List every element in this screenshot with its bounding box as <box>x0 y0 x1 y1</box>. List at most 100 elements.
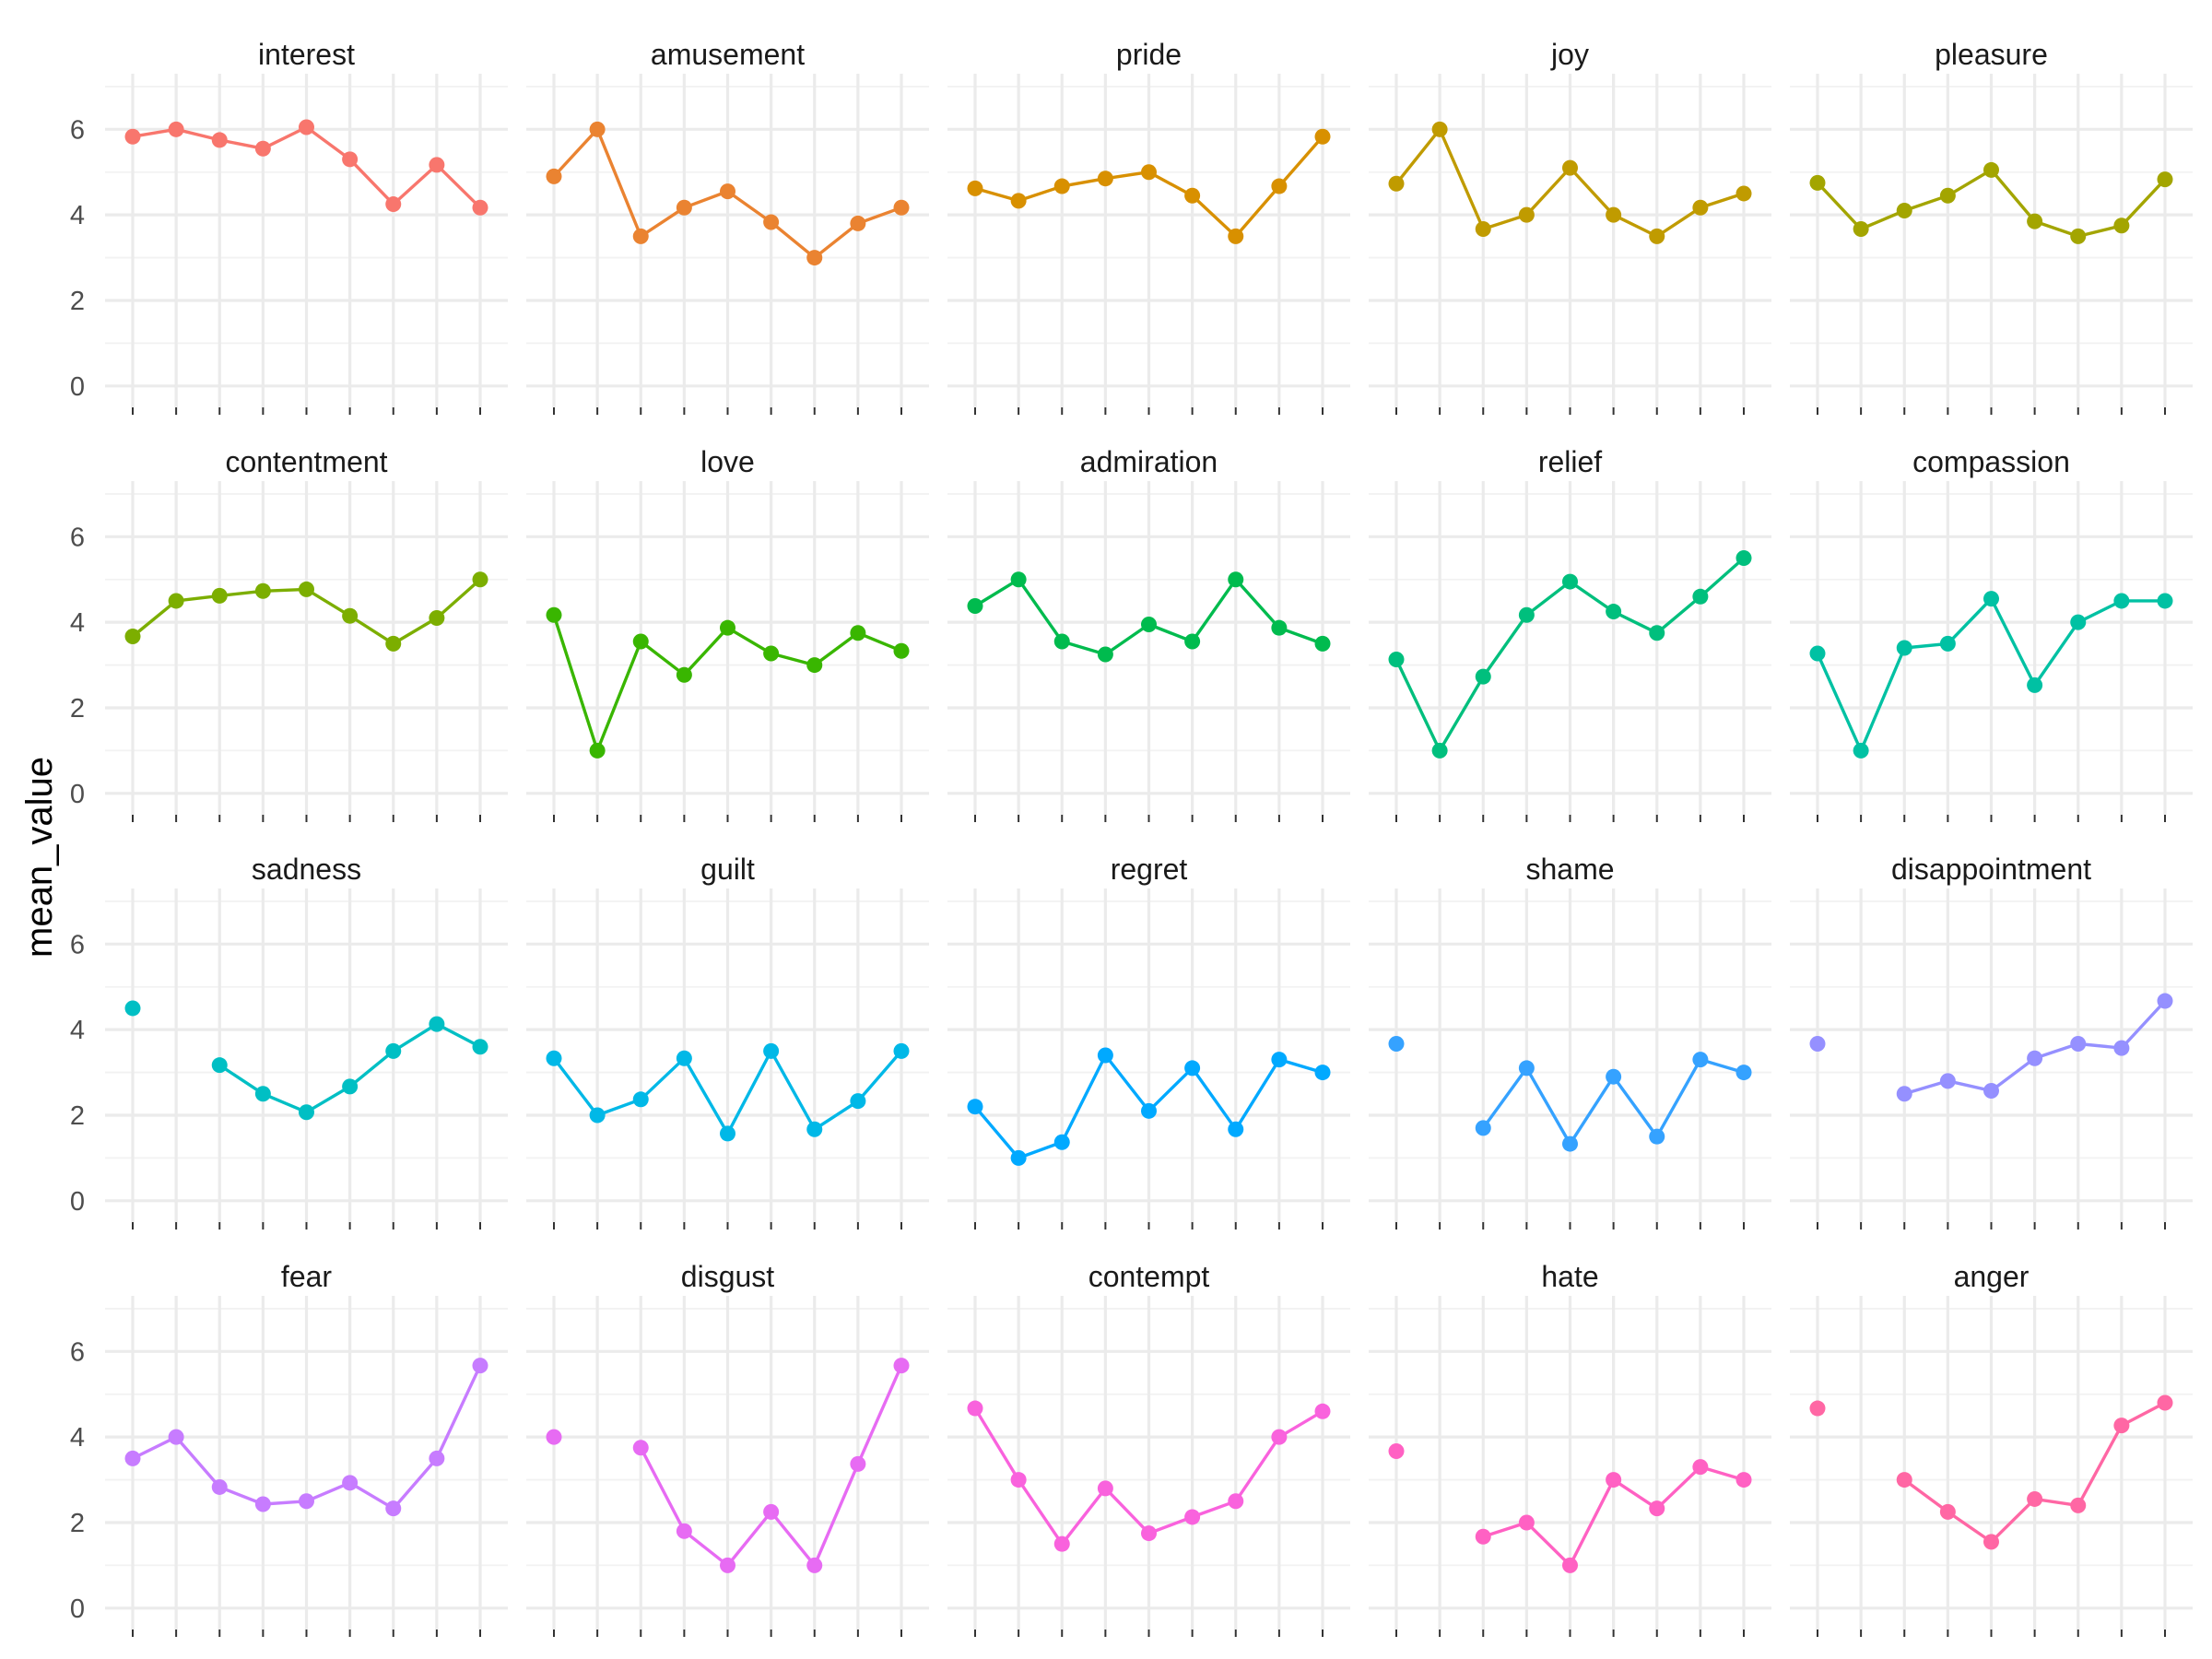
grid <box>1790 1296 2193 1637</box>
data-point <box>676 1050 692 1066</box>
data-point <box>1809 1035 1826 1052</box>
facet-title: compassion <box>1912 445 2070 478</box>
data-point <box>211 1057 228 1074</box>
data-point <box>1649 1128 1665 1145</box>
facet-panel-interest: interest 0 2 4 6 <box>70 38 508 415</box>
data-point <box>1271 1429 1288 1445</box>
facet-title: disgust <box>681 1260 775 1293</box>
facet-title: shame <box>1525 853 1614 886</box>
y-axis-label: mean_value <box>19 757 60 958</box>
data-point <box>676 666 692 683</box>
data-point <box>1314 1403 1331 1419</box>
facet-title: contentment <box>225 445 387 478</box>
data-point <box>1983 1534 1999 1550</box>
data-point <box>211 132 228 148</box>
grid <box>1790 481 2193 822</box>
data-point <box>299 1493 314 1510</box>
data-point <box>254 1496 271 1512</box>
data-point <box>893 199 910 216</box>
facet-panel-joy: joy <box>1369 38 1771 415</box>
data-point <box>763 214 780 230</box>
grid <box>947 888 1350 1230</box>
grid <box>526 481 929 822</box>
data-point <box>1896 640 1912 656</box>
facet-title: fear <box>281 1260 332 1293</box>
data-point <box>1649 625 1665 641</box>
data-point <box>299 1104 314 1121</box>
data-point <box>1562 159 1578 176</box>
data-point <box>1692 1459 1709 1476</box>
data-point <box>1271 619 1288 636</box>
data-point <box>1228 228 1244 244</box>
data-point <box>967 598 983 615</box>
data-point <box>385 196 402 213</box>
data-point <box>1388 652 1405 668</box>
data-point <box>1475 668 1491 685</box>
data-point <box>1606 604 1622 620</box>
data-point <box>720 183 735 200</box>
data-point <box>1606 1472 1622 1488</box>
data-point <box>1314 635 1331 652</box>
facet-title: regret <box>1111 853 1188 886</box>
data-point <box>720 1125 735 1142</box>
data-point <box>893 1358 910 1374</box>
grid <box>105 1296 508 1637</box>
data-point <box>211 1478 228 1495</box>
data-point <box>2070 1497 2087 1513</box>
data-point <box>1141 616 1157 632</box>
data-point <box>342 1475 359 1491</box>
grid <box>1369 74 1771 415</box>
data-point <box>1518 606 1535 623</box>
y-tick-label: 4 <box>70 1423 85 1453</box>
facet-panel-admiration: admiration <box>947 445 1350 822</box>
data-point <box>1475 220 1491 237</box>
data-point <box>342 1078 359 1095</box>
grid <box>947 481 1350 822</box>
data-point <box>211 587 228 604</box>
data-point <box>676 1523 692 1539</box>
grid <box>526 74 929 415</box>
data-point <box>1097 1480 1113 1497</box>
data-point <box>1896 203 1912 219</box>
grid <box>1369 888 1771 1230</box>
data-point <box>2113 218 2130 234</box>
facet-panels: interest 0 2 4 6 amusement pride joy pleasure con… <box>70 38 2193 1637</box>
data-point <box>2157 171 2173 188</box>
data-point <box>1939 635 1956 652</box>
data-point <box>546 1050 562 1066</box>
y-tick-label: 0 <box>70 1187 85 1217</box>
data-point <box>546 168 562 184</box>
data-point <box>1010 1472 1027 1488</box>
facet-panel-pleasure: pleasure <box>1790 38 2193 415</box>
data-point <box>806 657 823 674</box>
data-point <box>1896 1086 1912 1102</box>
data-point <box>1518 1514 1535 1531</box>
grid <box>1790 888 2193 1230</box>
data-point <box>806 1121 823 1137</box>
data-point <box>1518 206 1535 223</box>
facet-title: joy <box>1550 38 1589 71</box>
facet-panel-love: love <box>526 445 929 822</box>
facet-title: guilt <box>700 853 755 886</box>
data-point <box>850 1093 866 1110</box>
facet-title: hate <box>1541 1260 1598 1293</box>
data-point <box>893 642 910 659</box>
data-point <box>385 1042 402 1059</box>
data-point <box>1606 1068 1622 1085</box>
facet-panel-sadness: sadness 0 2 4 6 <box>70 853 508 1230</box>
data-point <box>2113 1418 2130 1434</box>
data-point <box>1649 228 1665 244</box>
data-point <box>1562 573 1578 590</box>
data-point <box>1692 1052 1709 1068</box>
y-tick-label: 6 <box>70 930 85 959</box>
data-point <box>1649 1500 1665 1517</box>
data-point <box>720 619 735 636</box>
data-point <box>254 140 271 157</box>
facet-title: pleasure <box>1935 38 2048 71</box>
data-point <box>342 607 359 624</box>
data-point <box>1097 646 1113 663</box>
data-point <box>429 610 445 627</box>
data-point <box>1053 1535 1070 1552</box>
grid <box>1790 74 2193 415</box>
